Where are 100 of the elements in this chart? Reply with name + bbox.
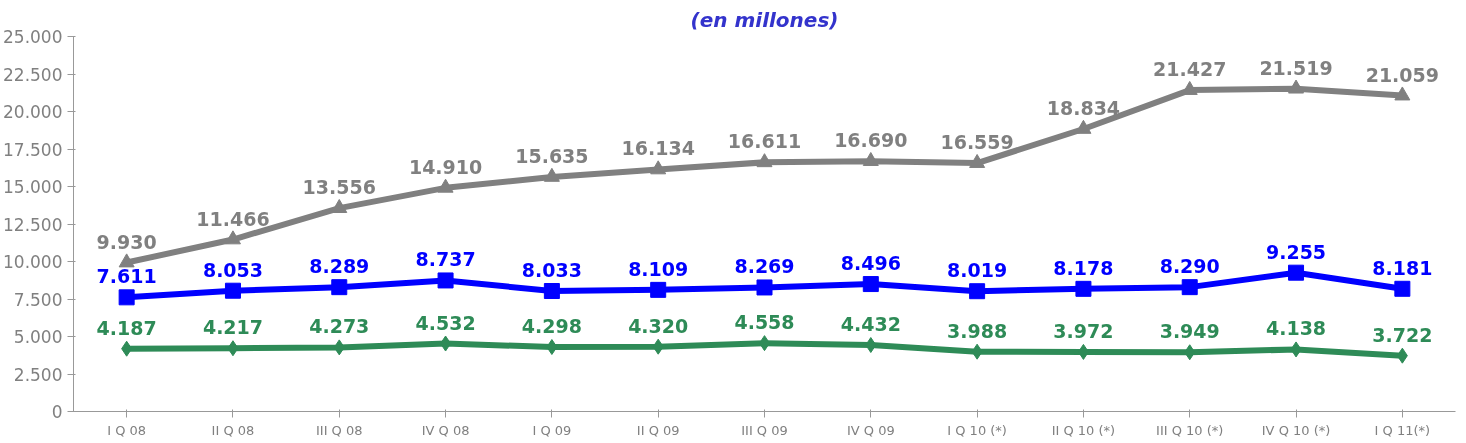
point (227, 340, 239, 357)
x-tick-label: I Q 08 (107, 422, 147, 438)
point (1181, 279, 1198, 296)
data-label: 7.611 (96, 265, 157, 288)
data-label: 8.178 (1053, 256, 1114, 279)
point (756, 153, 773, 168)
x-tick-label: I Q 09 (532, 422, 572, 438)
data-label: 11.466 (196, 207, 270, 230)
data-label: 16.690 (834, 129, 908, 152)
y-tick-label: 12.500 (3, 214, 63, 235)
data-label: 15.635 (515, 144, 589, 167)
point (756, 279, 773, 296)
point (118, 253, 135, 268)
y-tick-label: 17.500 (3, 139, 63, 160)
point (1290, 341, 1302, 358)
data-label: 3.972 (1053, 319, 1114, 342)
point (1075, 280, 1092, 297)
y-tick-label: 5.000 (13, 327, 63, 347)
x-tick-label: IV Q 08 (421, 422, 470, 438)
point (121, 340, 133, 357)
point (1394, 86, 1411, 101)
data-label: 21.427 (1153, 58, 1227, 81)
data-label: 8.053 (202, 258, 264, 281)
point (650, 281, 667, 298)
y-tick-label: 2.500 (13, 364, 63, 385)
y-tick-label: 15.000 (3, 177, 63, 197)
data-label: 3.722 (1372, 323, 1433, 346)
y-tick-label: 10.000 (3, 252, 63, 272)
data-label: 9.255 (1265, 240, 1327, 263)
data-label: 8.269 (734, 255, 795, 278)
data-label: 18.834 (1046, 96, 1121, 119)
data-label: 4.558 (734, 311, 795, 334)
x-tick-label: III Q 08 (316, 422, 363, 438)
point (969, 153, 986, 168)
point (862, 151, 879, 166)
point (331, 199, 348, 213)
data-label: 8.033 (521, 259, 582, 282)
data-label: 8.290 (1159, 255, 1220, 278)
data-label: 4.298 (521, 315, 582, 338)
data-label: 13.556 (302, 176, 376, 199)
point (224, 230, 241, 245)
x-tick-label: IV Q 09 (846, 422, 895, 438)
data-label: 4.532 (415, 311, 476, 334)
data-label: 8.181 (1372, 256, 1433, 279)
data-label: 21.519 (1259, 56, 1333, 79)
data-label: 8.109 (628, 257, 689, 280)
point (440, 335, 452, 352)
point (862, 276, 879, 293)
data-label: 14.910 (408, 155, 483, 178)
data-label: 21.059 (1365, 63, 1440, 86)
point (1394, 280, 1411, 297)
x-tick-label: IV Q 10 (*) (1261, 422, 1331, 438)
point (543, 167, 560, 182)
data-label: 8.019 (947, 259, 1008, 282)
point (543, 283, 560, 300)
point (224, 282, 241, 299)
x-tick-label: I Q 10 (*) (947, 422, 1007, 438)
point (118, 289, 135, 306)
point (331, 279, 348, 296)
data-label: 16.134 (621, 137, 695, 160)
y-tick-label: 7.500 (13, 289, 63, 310)
chart-title: (en millones) (690, 7, 839, 32)
data-label: 16.611 (727, 130, 802, 153)
point (546, 339, 558, 356)
point (650, 160, 667, 175)
x-tick-label: II Q 08 (211, 422, 255, 438)
point (1075, 119, 1092, 134)
x-tick-label: I Q 11(*) (1374, 422, 1431, 438)
data-label: 4.138 (1265, 317, 1327, 340)
point (1396, 347, 1408, 364)
point (333, 339, 345, 356)
point (437, 178, 454, 193)
x-tick-label: II Q 09 (636, 422, 680, 438)
point (971, 343, 983, 360)
y-tick-label: 25.000 (3, 27, 63, 47)
data-label: 3.949 (1159, 320, 1220, 343)
point (969, 283, 986, 300)
data-label: 9.930 (96, 230, 157, 253)
data-label: 8.737 (415, 248, 476, 271)
x-tick-label: III Q 09 (741, 422, 788, 438)
data-label: 4.320 (628, 314, 689, 337)
data-label: 4.187 (96, 316, 157, 339)
point (437, 272, 454, 289)
x-tick-label: II Q 10 (*) (1051, 422, 1116, 438)
x-tick-label: III Q 10 (*) (1156, 422, 1224, 438)
data-label: 4.273 (309, 315, 370, 338)
data-label: 16.559 (940, 131, 1014, 154)
y-tick-label: 20.000 (3, 102, 63, 122)
data-label: 4.432 (840, 313, 901, 336)
point (1288, 264, 1305, 281)
y-tick-label: 22.500 (3, 64, 63, 85)
point (865, 337, 877, 354)
y-tick-label: 0 (51, 402, 63, 422)
point (652, 338, 664, 355)
data-label: 8.496 (840, 252, 901, 275)
point (1288, 79, 1305, 94)
data-label: 4.217 (202, 316, 264, 339)
data-label: 8.289 (309, 255, 370, 278)
data-label: 3.988 (947, 319, 1008, 342)
point (1184, 344, 1196, 361)
